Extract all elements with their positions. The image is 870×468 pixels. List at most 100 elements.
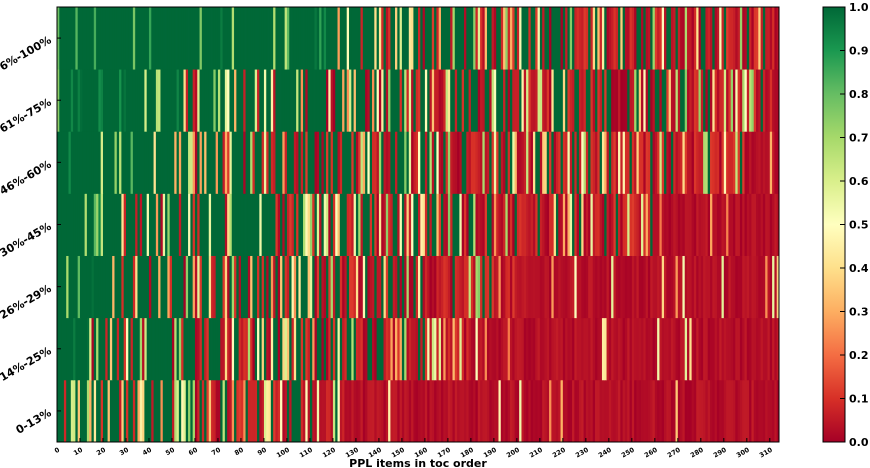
heat-cell	[767, 131, 771, 194]
heat-cell	[296, 7, 299, 70]
heat-cell	[413, 317, 417, 381]
heat-cell	[160, 193, 164, 256]
heat-cell	[280, 379, 283, 443]
heat-cell	[132, 193, 136, 256]
heat-cell	[107, 131, 111, 194]
heat-cell	[546, 7, 550, 70]
heat-cell	[362, 317, 366, 381]
heat-cell	[234, 317, 237, 381]
heat-cell	[572, 7, 575, 70]
heat-cell	[385, 317, 389, 381]
heat-cell	[73, 131, 76, 194]
heat-cell	[355, 131, 359, 194]
heat-cell	[583, 193, 587, 256]
heat-cell	[68, 255, 72, 319]
heat-cell	[493, 317, 497, 381]
heat-cell	[339, 317, 343, 381]
heat-cell	[160, 69, 164, 132]
heat-cell	[206, 69, 210, 132]
heat-cell	[309, 193, 313, 256]
heat-cell	[369, 255, 373, 319]
heat-cell	[742, 7, 745, 70]
heat-cell	[622, 193, 626, 256]
heat-cell	[406, 255, 410, 319]
heat-cell	[82, 69, 85, 132]
heat-cell	[171, 131, 175, 194]
heat-cell	[413, 69, 417, 132]
heat-cell	[436, 193, 440, 256]
heat-cell	[468, 379, 472, 443]
heat-cell	[397, 379, 401, 443]
heat-cell	[201, 7, 205, 70]
heat-cell	[624, 379, 628, 443]
heat-cell	[486, 131, 490, 194]
heat-cell	[452, 69, 456, 132]
heat-cell	[558, 317, 561, 381]
heat-cell	[89, 69, 92, 132]
heat-cell	[206, 379, 210, 443]
heat-cell	[470, 317, 474, 381]
heat-cell	[282, 193, 286, 256]
heat-cell	[252, 7, 256, 70]
heat-cell	[684, 69, 688, 132]
heat-cell	[73, 7, 76, 70]
heat-cell	[411, 69, 414, 132]
heat-cell	[776, 193, 780, 256]
heat-cell	[349, 131, 352, 194]
x-tick-label: 30	[118, 446, 130, 458]
heat-cell	[673, 193, 676, 256]
heat-cell	[227, 69, 230, 132]
heat-cell	[707, 317, 711, 381]
heat-cell	[438, 193, 442, 256]
heat-cell	[411, 379, 414, 443]
heat-cell	[730, 69, 734, 132]
heat-cell	[263, 317, 267, 381]
heat-cell	[165, 69, 168, 132]
heat-cell	[360, 379, 364, 443]
heat-cell	[395, 317, 398, 381]
heat-cell	[399, 69, 403, 132]
heat-cell	[742, 193, 745, 256]
heat-cell	[687, 317, 690, 381]
heat-cell	[484, 255, 488, 319]
heat-cell	[102, 317, 106, 381]
heat-cell	[772, 7, 775, 70]
heat-cell	[77, 255, 81, 319]
heat-cell	[367, 379, 371, 443]
heat-cell	[392, 7, 396, 70]
heat-cell	[374, 317, 378, 381]
heat-cell	[627, 7, 630, 70]
heat-cell	[431, 7, 435, 70]
heat-cell	[436, 7, 440, 70]
heat-cell	[247, 69, 251, 132]
heat-cell	[542, 255, 545, 319]
heat-cell	[544, 379, 548, 443]
heat-cell	[98, 255, 102, 319]
heat-cell	[572, 255, 575, 319]
heat-cell	[689, 69, 693, 132]
heat-cell	[247, 255, 251, 319]
heat-cell	[257, 7, 260, 70]
heat-cell	[293, 193, 297, 256]
heat-cell	[436, 131, 440, 194]
heat-cell	[305, 379, 309, 443]
heat-cell	[374, 193, 378, 256]
heat-cell	[758, 317, 762, 381]
heat-cell	[286, 317, 290, 381]
heat-cell	[597, 7, 601, 70]
heat-cell	[714, 69, 718, 132]
heat-cell	[240, 317, 244, 381]
heat-cell	[703, 379, 706, 443]
heat-cell	[710, 131, 713, 194]
heat-cell	[599, 317, 603, 381]
heat-cell	[346, 131, 350, 194]
heat-cell	[459, 131, 463, 194]
heat-cell	[588, 131, 591, 194]
heat-cell	[535, 317, 538, 381]
heat-cell	[532, 255, 536, 319]
heat-cell	[486, 379, 490, 443]
heat-cell	[188, 379, 191, 443]
heat-cell	[319, 193, 322, 256]
heat-cell	[503, 69, 506, 132]
heat-cell	[77, 69, 81, 132]
